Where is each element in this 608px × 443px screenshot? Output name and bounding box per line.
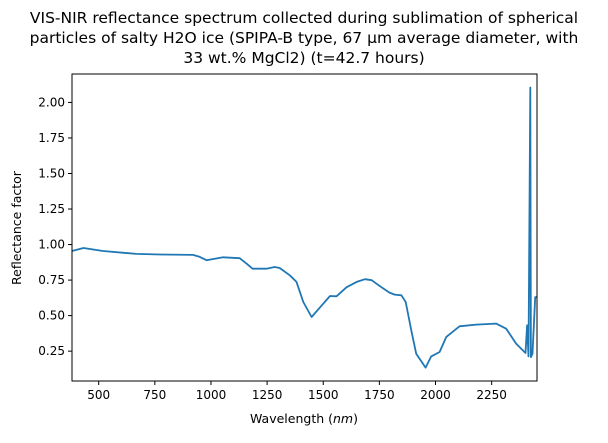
y-tick-label: 0.50: [38, 309, 65, 323]
y-tick-label: 2.00: [38, 95, 65, 109]
spectrum-line: [71, 86, 537, 369]
y-tick-label: 1.00: [38, 238, 65, 252]
x-tick-label: 1500: [308, 388, 339, 402]
chart-title-line-2: particles of salty H2O ice (SPIPA-B type…: [30, 29, 579, 47]
y-tick-label: 1.75: [38, 131, 65, 145]
y-axis-label: Reflectance factor: [9, 170, 24, 285]
x-tick-label: 2250: [476, 388, 507, 402]
x-tick-label: 750: [143, 388, 166, 402]
plot-frame: [71, 73, 538, 382]
chart-title-line-3: 33 wt.% MgCl2) (t=42.7 hours): [183, 49, 424, 67]
x-tick-label: 2000: [420, 388, 451, 402]
x-tick-label: 500: [87, 388, 110, 402]
chart-title-line-1: VIS-NIR reflectance spectrum collected d…: [30, 9, 578, 27]
y-tick-label: 1.50: [38, 166, 65, 180]
y-tick-label: 0.75: [38, 273, 65, 287]
y-tick-label: 0.25: [38, 344, 65, 358]
x-axis-label: Wavelength (nm): [250, 411, 358, 426]
x-tick-label: 1250: [252, 388, 283, 402]
x-tick-label: 1000: [196, 388, 227, 402]
x-tick-label: 1750: [364, 388, 395, 402]
y-tick-label: 1.25: [38, 202, 65, 216]
